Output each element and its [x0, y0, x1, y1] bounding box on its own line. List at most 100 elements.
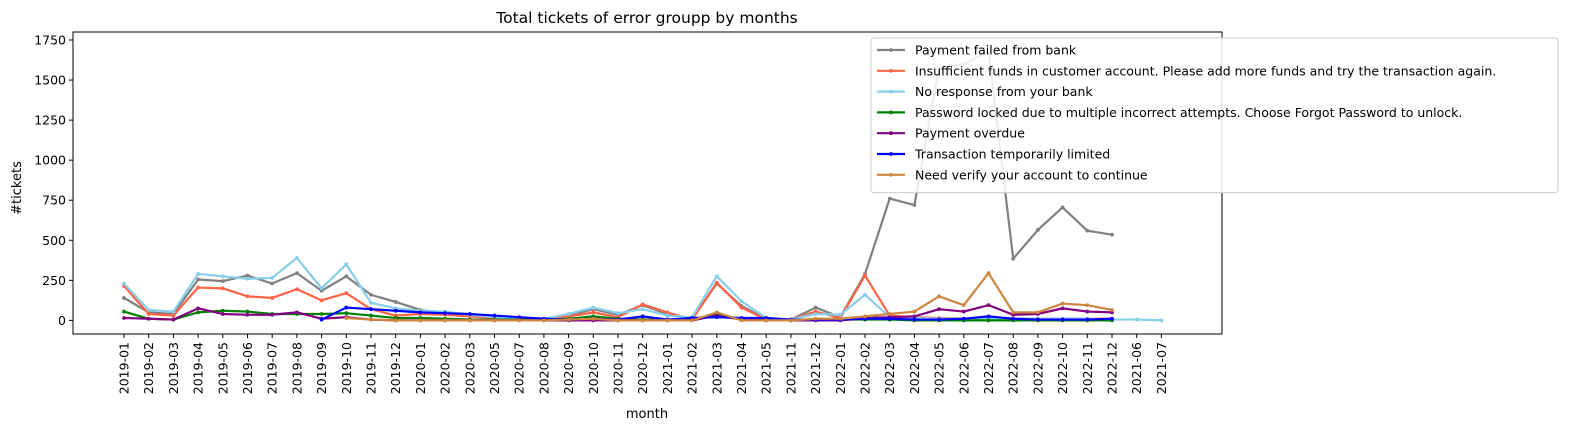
y-tick-label: 750 — [42, 193, 66, 208]
data-point — [616, 318, 620, 323]
data-point — [1085, 309, 1090, 314]
data-point — [220, 308, 225, 313]
legend-marker — [889, 172, 893, 177]
data-point — [220, 312, 225, 316]
y-tick-label: 1250 — [34, 113, 66, 128]
data-point — [393, 300, 398, 304]
data-point — [887, 312, 892, 316]
legend-label: Transaction temporarily limited — [914, 147, 1110, 162]
data-point — [739, 305, 744, 310]
x-tick-label: 2019-12 — [388, 342, 403, 394]
legend-label: Need verify your account to continue — [915, 167, 1148, 182]
data-point — [813, 305, 818, 310]
data-point — [196, 306, 201, 311]
data-point — [1110, 308, 1114, 312]
data-point — [369, 307, 373, 312]
data-point — [714, 315, 719, 320]
x-tick-label: 2019-09 — [314, 342, 329, 394]
x-tick-label: 2022-11 — [1080, 342, 1095, 394]
data-point — [344, 291, 349, 296]
data-point — [1060, 306, 1065, 311]
data-point — [986, 303, 991, 308]
data-point — [344, 316, 349, 320]
data-point — [270, 296, 275, 300]
data-point — [961, 309, 966, 314]
data-point — [640, 318, 645, 323]
x-tick-label: 2020-03 — [462, 342, 477, 394]
data-point — [937, 294, 941, 299]
data-point — [196, 310, 201, 315]
legend: Payment failed from bank Insufficient fun… — [870, 37, 1559, 194]
legend-label: Payment failed from bank — [915, 43, 1077, 58]
data-point — [220, 286, 225, 291]
legend-label: Password locked due to multiple incorrec… — [915, 105, 1462, 120]
data-point — [640, 307, 645, 312]
x-tick-label: 2022-07 — [981, 342, 996, 394]
data-point — [319, 298, 324, 303]
x-tick-label: 2020-09 — [561, 342, 576, 394]
x-tick-label: 2022-06 — [956, 342, 971, 394]
data-point — [369, 292, 373, 297]
data-point — [443, 311, 447, 316]
chart-title: Total tickets of error groupp by months — [495, 9, 798, 27]
data-point — [665, 310, 670, 315]
data-point — [665, 318, 670, 323]
data-point — [270, 281, 275, 286]
data-point — [616, 311, 620, 316]
x-tick-label: 2021-12 — [808, 342, 823, 394]
data-point — [270, 276, 275, 280]
data-point — [369, 317, 373, 322]
data-point — [961, 316, 966, 321]
x-tick-label: 2019-07 — [265, 342, 280, 394]
y-tick-label: 250 — [42, 273, 66, 288]
data-point — [937, 317, 941, 322]
data-point — [838, 316, 843, 321]
data-point — [122, 281, 126, 286]
data-point — [1085, 317, 1090, 322]
data-point — [1036, 317, 1040, 322]
data-point — [220, 274, 225, 279]
series-line — [346, 272, 1113, 322]
data-point — [492, 313, 497, 318]
data-point — [1011, 316, 1016, 321]
data-point — [245, 309, 250, 314]
x-tick-label: 2020-01 — [413, 342, 428, 394]
data-point — [887, 196, 892, 201]
y-axis: 0 250 500 750 1000 1250 1500 1750 — [34, 33, 73, 328]
data-point — [739, 318, 744, 323]
data-point — [640, 302, 645, 307]
data-point — [542, 318, 546, 323]
data-point — [393, 318, 398, 323]
data-point — [319, 317, 324, 322]
data-point — [912, 309, 917, 314]
y-tick-label: 0 — [58, 313, 66, 328]
x-tick-label: 2022-05 — [932, 342, 947, 394]
data-point — [122, 316, 126, 320]
data-point — [245, 276, 250, 281]
x-tick-label: 2020-02 — [438, 342, 453, 394]
data-point — [418, 318, 423, 323]
data-point — [640, 314, 645, 319]
data-point — [813, 312, 818, 316]
x-tick-label: 2021-02 — [685, 342, 700, 394]
data-point — [344, 305, 349, 310]
data-point — [1036, 227, 1040, 232]
x-tick-label: 2022-04 — [907, 342, 922, 394]
data-point — [344, 262, 349, 267]
legend-marker — [889, 110, 893, 115]
x-tick-label: 2019-11 — [364, 342, 379, 394]
data-point — [122, 296, 126, 300]
data-point — [1085, 228, 1090, 233]
data-point — [295, 271, 299, 276]
data-point — [220, 279, 225, 284]
data-point — [665, 313, 670, 318]
data-point — [1060, 205, 1065, 210]
data-point — [1085, 303, 1090, 308]
legend-marker — [889, 48, 893, 52]
y-tick-label: 1500 — [34, 73, 66, 88]
x-tick-label: 2022-01 — [833, 342, 848, 394]
x-tick-label: 2019-05 — [215, 342, 230, 394]
data-point — [122, 309, 126, 314]
data-point — [1060, 317, 1065, 322]
x-axis: 2019-01 2019-02 2019-03 2019-04 2019-05 2019-… — [117, 334, 1169, 394]
